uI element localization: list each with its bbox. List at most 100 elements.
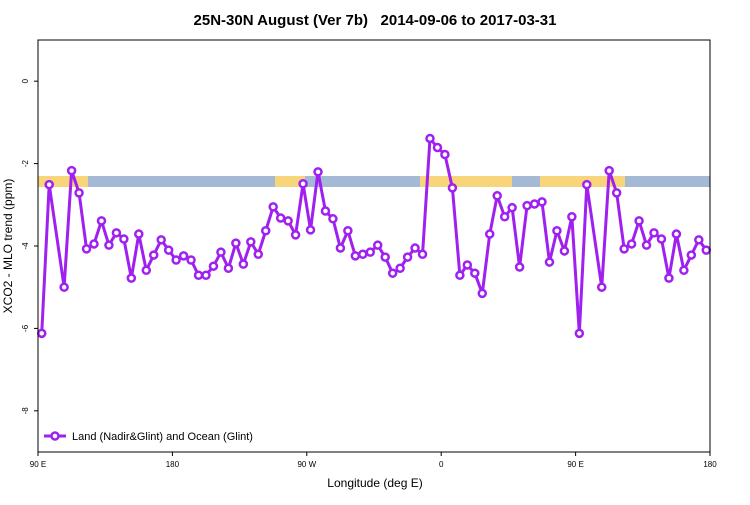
data-point [156,235,166,245]
y-tick-label: -8 [21,407,30,415]
data-point [134,229,144,239]
data-point [484,229,495,239]
data-point [626,239,637,249]
data-point [111,228,122,238]
data-point [604,165,614,176]
data-point [432,142,443,153]
data-point [178,251,189,261]
data-point [671,229,682,239]
data-point [141,265,152,276]
data-point [253,249,264,259]
data-point [694,235,704,245]
data-point [522,200,532,211]
data-point [238,259,249,269]
data-point [350,251,361,261]
data-point [365,247,376,257]
legend-label: Land (Nadir&Glint) and Ocean (Glint) [72,431,253,443]
y-axis-label: XCO2 - MLO trend (ppm) [1,179,15,314]
data-point [298,179,308,189]
data-point [44,179,54,190]
data-point [507,202,517,213]
data-point [664,273,674,283]
data-point [380,252,390,262]
data-point [358,249,368,259]
data-point [477,288,488,299]
data-point [328,214,338,224]
data-point [260,226,271,236]
x-axis-label: Longitude (deg E) [327,476,422,490]
data-point [81,244,92,254]
data-point [567,211,577,222]
data-point [582,179,592,190]
data-point [559,246,570,256]
data-point [470,268,480,278]
data-point [634,216,644,226]
data-point [320,206,331,216]
data-line [40,134,708,334]
data-point [447,183,458,193]
data-point [268,202,278,212]
chart-title: 25N-30N August (Ver 7b) 2014-09-06 to 20… [194,12,557,29]
data-point [59,282,69,292]
data-point [283,216,293,226]
data-point [231,238,241,248]
surface-band [38,176,710,187]
data-point [552,226,562,236]
y-tick-label: 0 [21,78,30,83]
data-point [290,230,301,240]
data-point [208,261,219,271]
data-point [462,260,473,270]
data-point [701,245,712,255]
data-point [163,245,174,255]
data-point [410,243,420,253]
data-point [246,237,256,247]
y-tick-label: -6 [21,324,30,332]
data-point [537,197,547,207]
data-point [74,188,84,198]
data-point [686,250,697,260]
data-point [104,240,114,250]
data-point [492,190,502,201]
data-point [440,149,450,160]
data-point [417,249,428,259]
data-point [455,270,465,281]
data-point [387,268,398,278]
data-point [193,270,204,281]
data-point [514,262,525,272]
x-tick-label: 180 [166,460,180,469]
y-tick-label: -2 [21,159,30,167]
legend-marker [50,431,60,441]
data-point [36,328,47,339]
data-point [544,257,555,267]
data-point [499,211,510,222]
data-point [395,263,405,273]
data-point [66,165,77,176]
data-point [119,234,129,244]
x-tick-label: 0 [439,460,444,469]
data-point [611,188,622,198]
data-point [126,273,137,283]
data-point [186,255,196,265]
data-point [89,239,99,249]
data-point [679,265,689,276]
data-point [641,240,652,250]
x-tick-label: 90 W [297,460,316,469]
data-point [343,226,353,236]
y-tick-label: -4 [21,242,30,250]
data-point [216,247,226,257]
data-point [656,234,667,244]
x-tick-label: 180 [703,460,717,469]
data-point [425,133,435,144]
data-point [529,199,540,209]
data-point [335,243,346,253]
data-point [223,263,234,273]
data-point [619,244,629,254]
data-point [201,270,211,281]
x-tick-label: 90 E [30,460,46,469]
data-point [313,167,323,177]
data-point [372,240,383,250]
data-point [275,213,286,223]
data-point [574,328,585,339]
data-point [596,282,607,292]
